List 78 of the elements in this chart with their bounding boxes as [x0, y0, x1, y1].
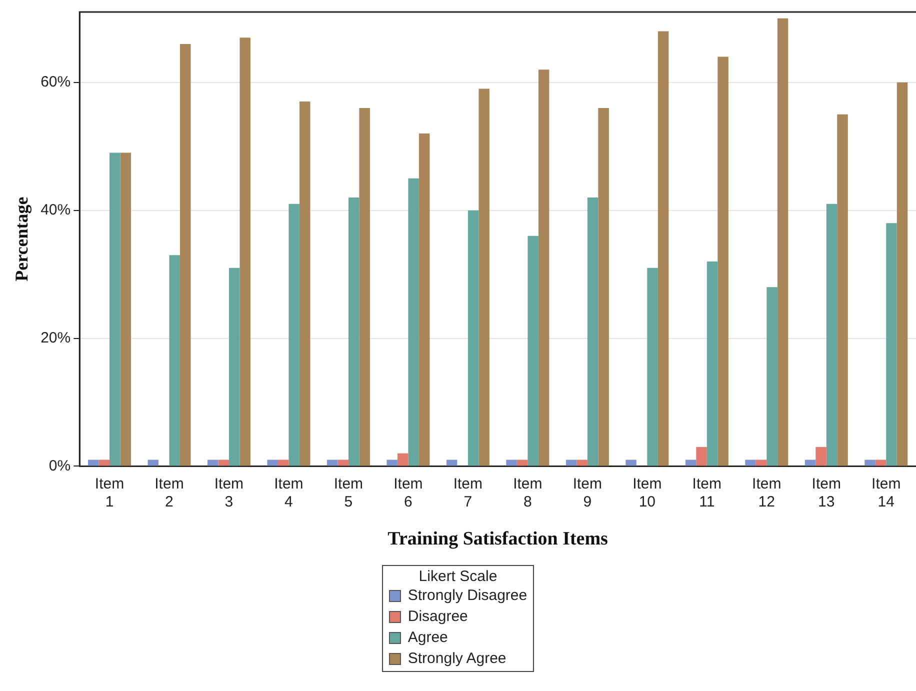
bar: [766, 287, 778, 466]
bar: [267, 460, 278, 466]
bar: [408, 178, 419, 466]
bar: [816, 447, 826, 466]
bar: [120, 152, 131, 466]
bar: [745, 460, 756, 466]
x-tick-label: Item 11: [692, 475, 722, 510]
bar: [88, 460, 99, 466]
bar: [148, 460, 158, 466]
bar: [180, 44, 191, 466]
legend-label: Strongly Agree: [408, 650, 506, 667]
bar: [896, 82, 908, 466]
x-tick-label: Item 5: [334, 475, 364, 510]
bar: [240, 38, 250, 466]
bar: [169, 255, 180, 466]
bar: [446, 460, 458, 466]
y-axis-title: Percentage: [11, 196, 32, 282]
legend-title: Likert Scale: [418, 568, 498, 585]
bar: [359, 108, 370, 466]
bar: [207, 460, 218, 466]
x-tick-label: Item 10: [632, 475, 662, 510]
x-tick-label: Item 2: [154, 475, 184, 510]
bar: [468, 210, 479, 466]
x-tick-label: Item 4: [274, 475, 304, 510]
x-tick-label: Item 14: [872, 475, 901, 510]
bar: [299, 102, 310, 466]
bar: [647, 268, 658, 466]
x-tick-label: Item 1: [94, 475, 124, 510]
bar: [777, 18, 788, 466]
bar: [685, 460, 696, 466]
bar: [538, 70, 550, 466]
bar: [756, 460, 767, 466]
bar: [804, 460, 816, 466]
bar: [706, 261, 718, 466]
bar: [718, 56, 728, 466]
bar: [576, 460, 588, 466]
x-axis-title: Training Satisfaction Items: [388, 528, 608, 550]
bar: [886, 223, 897, 466]
bar: [826, 204, 838, 466]
bar: [386, 460, 398, 466]
bar: [218, 460, 229, 466]
x-tick-label: Item 12: [752, 475, 782, 510]
y-tick-label: 40%: [40, 201, 71, 218]
bar: [348, 198, 360, 466]
bar: [228, 268, 240, 466]
bar: [98, 460, 110, 466]
x-tick-label: Item 7: [453, 475, 483, 510]
x-tick-label: Item 3: [214, 475, 244, 510]
bar: [587, 198, 598, 466]
bar: [864, 460, 876, 466]
bar: [516, 460, 528, 466]
bar: [696, 447, 707, 466]
y-tick-label: 20%: [40, 329, 71, 346]
x-tick-label: Item 13: [812, 475, 841, 510]
bar: [109, 152, 120, 466]
x-tick-label: Item 9: [572, 475, 602, 510]
bar: [566, 460, 577, 466]
bar: [288, 204, 300, 466]
bar: [528, 236, 538, 466]
bar: [338, 460, 348, 466]
bar: [626, 460, 636, 466]
bar: [658, 31, 669, 466]
bar: [506, 460, 517, 466]
bar: [837, 114, 848, 466]
bar: [478, 88, 490, 466]
y-tick-label: 60%: [40, 74, 71, 91]
bar: [875, 460, 886, 466]
bar: [397, 453, 408, 466]
bar: [418, 134, 430, 466]
legend-label: Agree: [408, 629, 448, 646]
y-tick-label: 0%: [48, 457, 71, 474]
bar: [598, 108, 609, 466]
bar: [278, 460, 289, 466]
x-tick-label: Item 6: [394, 475, 423, 510]
legend-label: Disagree: [408, 608, 468, 625]
legend-label: Strongly Disagree: [408, 587, 528, 604]
x-tick-label: Item 8: [513, 475, 542, 510]
bar: [326, 460, 338, 466]
